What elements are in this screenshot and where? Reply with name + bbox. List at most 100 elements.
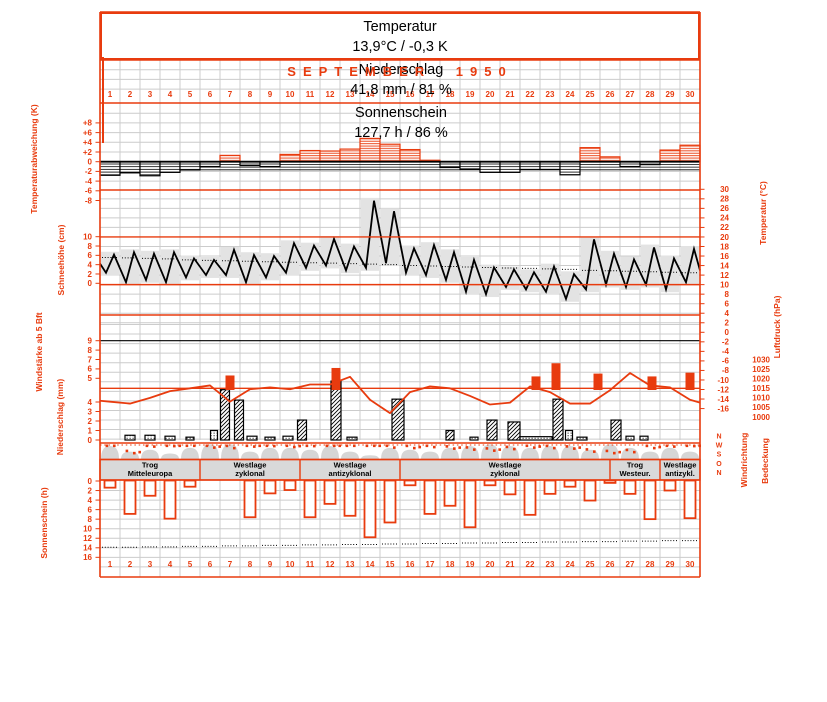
sunshine-bar — [403, 479, 417, 487]
deviation-tick-label: -6 — [85, 187, 93, 196]
weather-regime-label: Westeur. — [619, 469, 650, 478]
wind-direction-dot — [593, 450, 596, 453]
day-label-bottom: 1 — [108, 560, 113, 569]
temperature-tick-label: -2 — [722, 338, 730, 347]
wind-direction-dot — [633, 450, 636, 454]
wind-direction-dot — [653, 446, 656, 450]
sunshine-bar — [263, 479, 277, 495]
wind-direction-dot — [538, 445, 541, 448]
cloud-cover-hump — [481, 444, 499, 459]
sunshine-bar — [283, 479, 297, 491]
cloud-cover-hump — [461, 446, 479, 459]
wind-peak-bar — [685, 372, 695, 390]
deviation-tick-label: -4 — [85, 177, 93, 186]
day-label-top: 14 — [366, 90, 375, 99]
temperature-tick-label: -10 — [717, 376, 729, 385]
temperature-tick-label: -8 — [722, 366, 730, 375]
sunshine-bar — [663, 479, 677, 492]
day-label-top: 16 — [406, 90, 415, 99]
temperature-tick-label: 4 — [725, 309, 730, 318]
deviation-bar-positive — [299, 149, 321, 163]
sunshine-bar — [103, 479, 117, 489]
deviation-bar-negative — [179, 161, 201, 171]
deviation-bar-negative — [479, 161, 501, 173]
day-label-bottom: 18 — [446, 560, 455, 569]
weather-regime-label: Westlage — [234, 461, 267, 470]
wind-direction-dot — [133, 451, 136, 455]
deviation-tick-label: -2 — [85, 167, 93, 176]
day-label-top: 9 — [268, 90, 273, 99]
wind-direction-dot — [265, 444, 269, 448]
temperature-tick-label: 18 — [720, 242, 729, 251]
day-label-bottom: 17 — [426, 560, 435, 569]
wind-direction-dot — [418, 445, 421, 449]
deviation-bar-positive — [659, 149, 681, 163]
sunshine-tick-label: 12 — [83, 534, 92, 543]
temperature-tick-label: 26 — [720, 204, 729, 213]
wind-direction-dot — [105, 444, 109, 448]
wind-direction-dot — [313, 444, 316, 448]
cloud-cover-hump — [541, 446, 559, 459]
wind-direction-dot — [218, 445, 221, 448]
day-label-top: 8 — [248, 90, 253, 99]
deviation-bar-negative — [159, 161, 181, 173]
deviation-bar-positive — [319, 150, 341, 163]
wind-direction-dot — [253, 445, 256, 448]
summary-cell-sunshine: Sonnenschein 127,7 h / 86 % — [102, 100, 698, 143]
wind-direction-dot — [425, 444, 429, 448]
cloud-cover-hump — [221, 444, 239, 459]
wind-direction-dot — [473, 448, 476, 451]
cloud-cover-hump — [581, 449, 599, 459]
snow-tick-label: 2 — [88, 270, 93, 279]
day-label-bottom: 5 — [188, 560, 193, 569]
wind-peak-bar — [647, 376, 657, 390]
weather-regime-label: antizyklonal — [329, 469, 372, 478]
cloud-cover-hump — [521, 447, 539, 459]
sunshine-bar — [563, 479, 577, 488]
wind-direction-dot — [145, 444, 149, 448]
precipitation-tick-label: 1 — [88, 426, 93, 435]
precipitation-bar — [552, 398, 564, 441]
wind-direction-dot — [293, 445, 296, 449]
wind-tick-label: 7 — [88, 355, 93, 364]
sunshine-tick-label: 16 — [83, 553, 92, 562]
day-label-bottom: 14 — [366, 560, 375, 569]
wind-direction-dot — [233, 446, 236, 450]
sunshine-bar — [143, 479, 157, 497]
precipitation-tick-label: 3 — [88, 407, 93, 416]
wind-direction-dot — [325, 444, 329, 448]
precipitation-bar — [124, 434, 136, 441]
sunshine-bar — [603, 479, 617, 484]
summary-cell-precipitation: Niederschlag 41,8 mm / 81 % — [102, 57, 698, 100]
day-label-top: 19 — [466, 90, 475, 99]
axis-title-deviation: Temperaturabweichung (K) — [29, 104, 39, 214]
wind-direction-dot — [673, 445, 676, 448]
weather-regime-label: Westlage — [334, 461, 367, 470]
day-label-bottom: 10 — [286, 560, 295, 569]
wind-direction-dot — [618, 450, 621, 454]
temperature-tick-label: 24 — [720, 214, 729, 223]
day-label-top: 21 — [506, 90, 515, 99]
temperature-tick-label: -6 — [722, 357, 730, 366]
wind-direction-dot — [613, 451, 616, 455]
day-label-bottom: 8 — [248, 560, 253, 569]
sunshine-bar — [343, 479, 357, 517]
temperature-tick-label: 20 — [720, 233, 729, 242]
wind-direction-letter: S — [717, 452, 722, 459]
wind-direction-dot — [338, 444, 341, 448]
cloud-cover-hump — [641, 451, 659, 459]
day-label-bottom: 9 — [268, 560, 273, 569]
wind-direction-dot — [373, 444, 376, 448]
wind-peak-bar — [593, 373, 603, 390]
deviation-bar-negative — [119, 161, 141, 174]
summary-sunshine-title: Sonnenschein — [355, 105, 447, 121]
wind-direction-dot — [165, 444, 169, 448]
sunshine-tick-label: 8 — [88, 515, 93, 524]
wind-direction-dot — [445, 445, 449, 448]
day-label-bottom: 28 — [646, 560, 655, 569]
cloud-cover-hump — [361, 455, 379, 459]
day-label-top: 24 — [566, 90, 575, 99]
sunshine-bar — [543, 479, 557, 495]
deviation-bar-negative — [139, 161, 161, 177]
wind-direction-dot — [365, 444, 369, 448]
